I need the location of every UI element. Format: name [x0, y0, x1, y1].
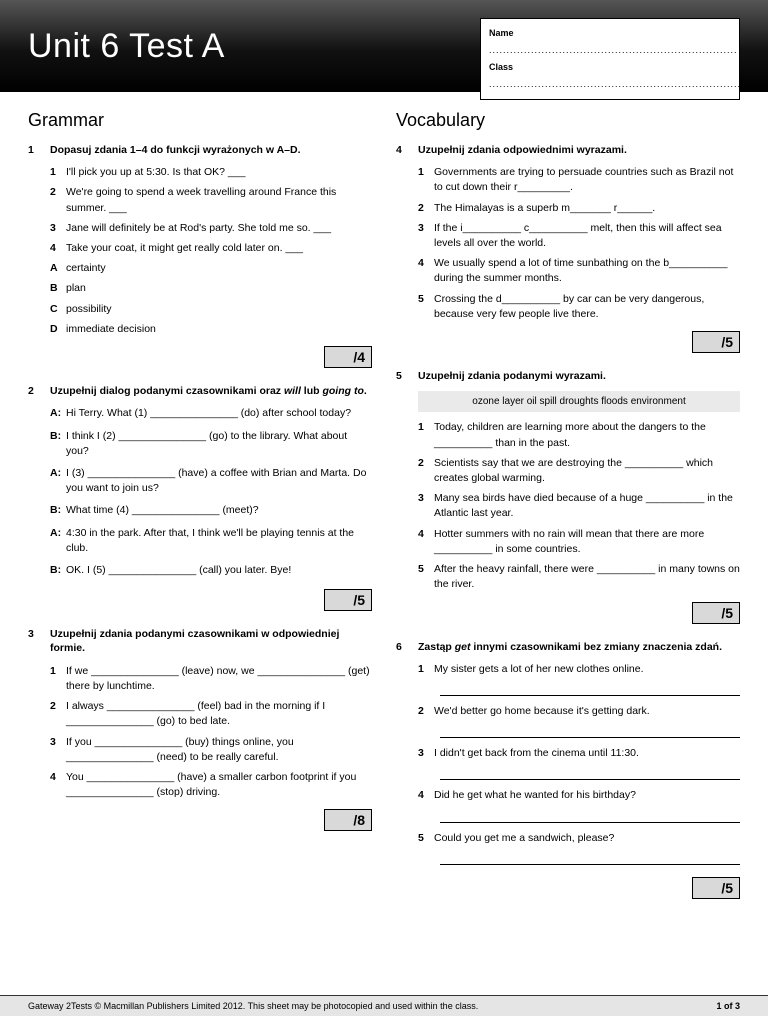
- name-field[interactable]: Name ...................................…: [489, 25, 731, 59]
- answer-line[interactable]: [440, 682, 740, 696]
- q5-word-bank: ozone layer oil spill droughts floods en…: [418, 391, 740, 412]
- q1-head: 1 Dopasuj zdania 1–4 do funkcji wyrażony…: [28, 143, 372, 157]
- q6-score: /5: [692, 877, 740, 899]
- q5-items: 1Today, children are learning more about…: [418, 420, 740, 592]
- q3-score: /8: [324, 809, 372, 831]
- q2-dialog: A:Hi Terry. What (1) _______________ (do…: [50, 406, 372, 578]
- question-2: 2 Uzupełnij dialog podanymi czasownikami…: [28, 384, 372, 619]
- left-column: Grammar 1 Dopasuj zdania 1–4 do funkcji …: [28, 110, 372, 915]
- question-3: 3 Uzupełnij zdania podanymi czasownikami…: [28, 627, 372, 839]
- q4-score: /5: [692, 331, 740, 353]
- answer-line[interactable]: [440, 724, 740, 738]
- class-field[interactable]: Class ..................................…: [489, 59, 731, 93]
- content: Grammar 1 Dopasuj zdania 1–4 do funkcji …: [0, 92, 768, 923]
- answer-line[interactable]: [440, 809, 740, 823]
- q4-head: 4 Uzupełnij zdania odpowiednimi wyrazami…: [396, 143, 740, 157]
- page: Unit 6 Test A Name .....................…: [0, 0, 768, 1024]
- q1-items: 1I'll pick you up at 5:30. Is that OK? _…: [50, 165, 372, 337]
- page-number: 1 of 3: [716, 1001, 740, 1011]
- q1-score: /4: [324, 346, 372, 368]
- answer-line[interactable]: [440, 851, 740, 865]
- right-column: Vocabulary 4 Uzupełnij zdania odpowiedni…: [396, 110, 740, 915]
- q6-items: 1My sister gets a lot of her new clothes…: [418, 662, 740, 865]
- page-title: Unit 6 Test A: [28, 27, 225, 66]
- section-grammar: Grammar: [28, 110, 372, 131]
- q2-score: /5: [324, 589, 372, 611]
- q4-items: 1Governments are trying to persuade coun…: [418, 165, 740, 322]
- name-class-box: Name ...................................…: [480, 18, 740, 100]
- question-5: 5 Uzupełnij zdania podanymi wyrazami. oz…: [396, 369, 740, 631]
- footer-text: Gateway 2Tests © Macmillan Publishers Li…: [28, 1001, 478, 1011]
- q6-head: 6 Zastąp get innymi czasownikami bez zmi…: [396, 640, 740, 654]
- question-1: 1 Dopasuj zdania 1–4 do funkcji wyrażony…: [28, 143, 372, 376]
- question-6: 6 Zastąp get innymi czasownikami bez zmi…: [396, 640, 740, 907]
- footer: Gateway 2Tests © Macmillan Publishers Li…: [0, 995, 768, 1016]
- q3-items: 1If we _______________ (leave) now, we _…: [50, 664, 372, 801]
- answer-line[interactable]: [440, 766, 740, 780]
- question-4: 4 Uzupełnij zdania odpowiednimi wyrazami…: [396, 143, 740, 361]
- section-vocabulary: Vocabulary: [396, 110, 740, 131]
- q5-head: 5 Uzupełnij zdania podanymi wyrazami.: [396, 369, 740, 383]
- q5-score: /5: [692, 602, 740, 624]
- q3-head: 3 Uzupełnij zdania podanymi czasownikami…: [28, 627, 372, 655]
- q2-head: 2 Uzupełnij dialog podanymi czasownikami…: [28, 384, 372, 398]
- header-band: Unit 6 Test A Name .....................…: [0, 0, 768, 92]
